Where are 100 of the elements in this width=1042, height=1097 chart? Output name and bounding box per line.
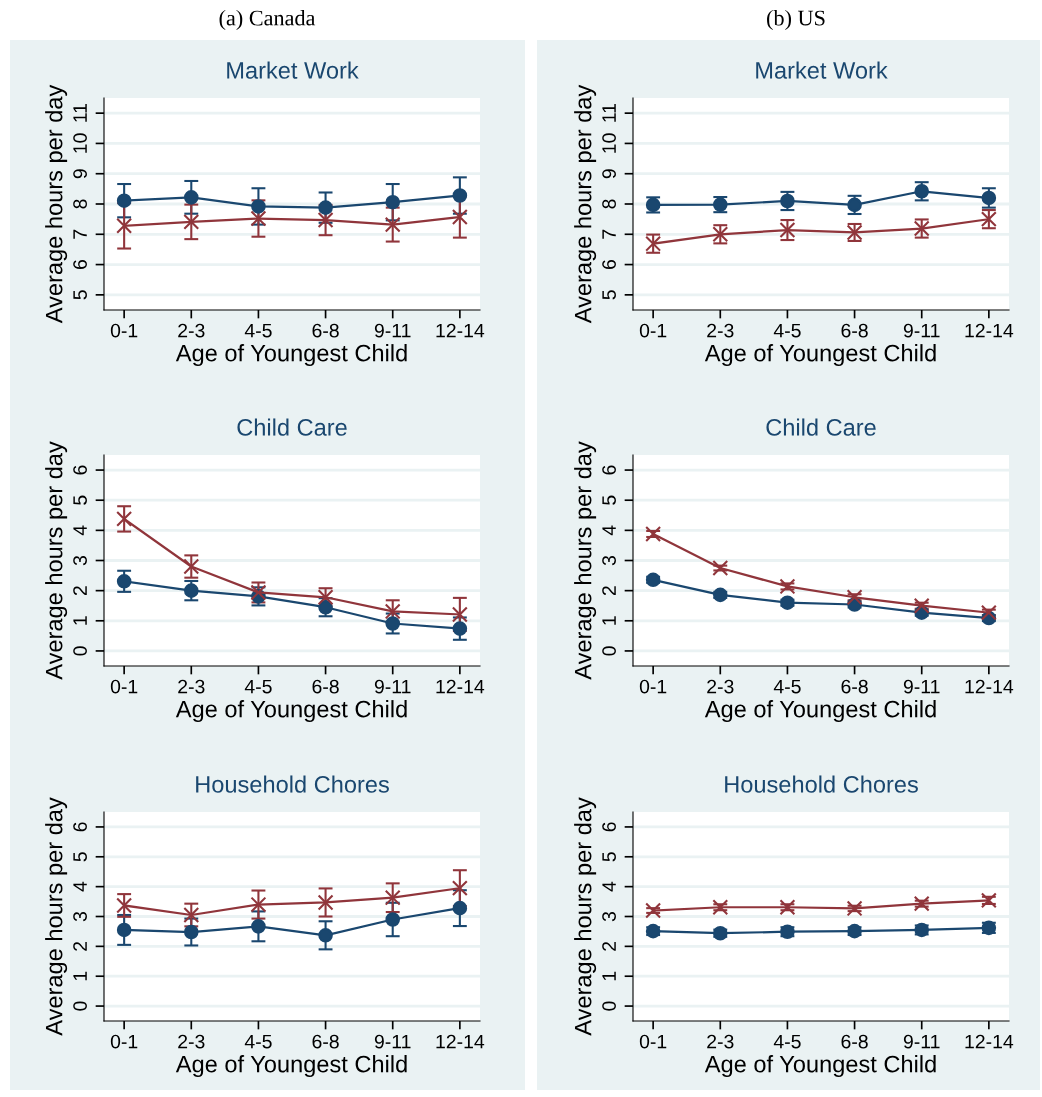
x-tick-label: 2-3 <box>178 679 205 694</box>
point <box>116 922 132 938</box>
x-tick-label: 6-8 <box>841 323 868 338</box>
point <box>385 912 400 927</box>
y-tick-label: 10 <box>73 133 87 153</box>
x-tick-label: 2-3 <box>707 323 734 338</box>
y-tick-label: 8 <box>602 199 616 209</box>
point <box>250 210 267 227</box>
point <box>779 899 796 916</box>
y-axis-title: Average hours per day <box>45 797 68 1036</box>
y-axis-title: Average hours per day <box>45 441 68 680</box>
x-tick-label: 12-14 <box>965 679 1014 694</box>
y-tick-label: 0 <box>602 1001 616 1011</box>
y-tick-label: 9 <box>73 169 87 179</box>
y-tick-label: 3 <box>602 911 616 922</box>
point <box>317 212 334 229</box>
x-axis-title: Age of Youngest Child <box>704 344 936 367</box>
y-tick-label: 6 <box>73 822 87 832</box>
point <box>712 899 729 916</box>
point <box>183 907 200 923</box>
point <box>116 510 133 527</box>
x-tick-label: 9-11 <box>374 679 411 694</box>
y-tick-label: 1 <box>73 971 87 981</box>
x-tick-label: 2-3 <box>707 1034 734 1049</box>
point <box>385 194 400 210</box>
x-tick-label: 12-14 <box>965 323 1014 338</box>
chart-title: Market Work <box>227 61 359 79</box>
y-tick-label: 6 <box>602 822 616 832</box>
point <box>452 900 468 916</box>
point <box>452 621 468 636</box>
text: (a) Canada <box>219 9 316 31</box>
point <box>116 897 133 914</box>
x-tick-label: 2-3 <box>707 679 734 694</box>
point <box>451 606 468 623</box>
point <box>116 217 133 234</box>
y-axis-title: Average hours per day <box>574 441 597 680</box>
y-tick-label: 11 <box>73 103 87 122</box>
point <box>317 894 334 911</box>
text: (b) US <box>767 9 825 31</box>
x-tick-label: 12-14 <box>436 1034 485 1049</box>
x-axis-title: Age of Youngest Child <box>175 1055 407 1078</box>
point <box>184 924 199 940</box>
x-tick-label: 9-11 <box>374 1034 411 1049</box>
point <box>846 589 863 606</box>
x-tick-label: 2-3 <box>178 323 205 338</box>
y-axis-title: Average hours per day <box>574 797 597 1036</box>
x-tick-label: 0-1 <box>110 679 138 694</box>
point <box>452 188 468 203</box>
x-tick-label: 0-1 <box>639 323 667 338</box>
point <box>184 190 199 205</box>
point <box>183 558 200 575</box>
y-tick-label: 1 <box>602 971 616 981</box>
x-tick-label: 4-5 <box>244 1034 272 1049</box>
point <box>384 889 401 906</box>
point <box>913 895 930 912</box>
y-tick-label: 4 <box>73 525 87 536</box>
x-tick-label: 4-5 <box>773 323 801 338</box>
y-tick-label: 2 <box>602 586 616 596</box>
x-tick-label: 4-5 <box>244 679 272 694</box>
point <box>318 200 333 215</box>
y-tick-label: 5 <box>73 290 87 300</box>
chart-title: Household Chores <box>725 775 918 793</box>
y-tick-label: 1 <box>602 616 616 625</box>
y-tick-label: 6 <box>602 465 616 475</box>
y-tick-label: 7 <box>602 229 616 239</box>
point <box>712 560 729 577</box>
y-tick-label: 6 <box>73 465 87 475</box>
x-tick-label: 6-8 <box>312 323 339 338</box>
x-tick-label: 9-11 <box>374 323 411 338</box>
x-axis-title: Age of Youngest Child <box>704 700 936 723</box>
y-tick-label: 3 <box>73 555 87 566</box>
x-tick-label: 6-8 <box>841 1034 868 1049</box>
y-tick-label: 1 <box>73 616 87 625</box>
y-tick-label: 2 <box>602 941 616 951</box>
x-tick-label: 12-14 <box>965 1034 1014 1049</box>
x-tick-label: 9-11 <box>903 323 940 338</box>
point <box>116 574 132 589</box>
x-tick-label: 9-11 <box>903 679 940 694</box>
point <box>913 597 930 614</box>
y-tick-label: 3 <box>73 911 87 922</box>
point <box>250 896 267 913</box>
point <box>318 928 333 943</box>
x-tick-label: 9-11 <box>903 1034 940 1049</box>
point <box>779 578 796 595</box>
point <box>451 880 468 897</box>
x-tick-label: 6-8 <box>312 1034 339 1049</box>
x-tick-label: 12-14 <box>436 679 485 694</box>
y-tick-label: 5 <box>73 495 87 505</box>
y-tick-label: 4 <box>602 881 616 892</box>
y-tick-label: 8 <box>73 199 87 209</box>
x-axis-title: Age of Youngest Child <box>175 344 407 367</box>
y-tick-label: 2 <box>73 586 87 596</box>
y-tick-label: 10 <box>602 133 616 153</box>
y-tick-label: 7 <box>73 229 87 239</box>
point <box>451 209 468 226</box>
y-tick-label: 5 <box>602 852 616 862</box>
point <box>980 892 997 909</box>
x-tick-label: 4-5 <box>773 1034 801 1049</box>
x-tick-label: 0-1 <box>639 679 667 694</box>
y-tick-label: 2 <box>73 941 87 951</box>
